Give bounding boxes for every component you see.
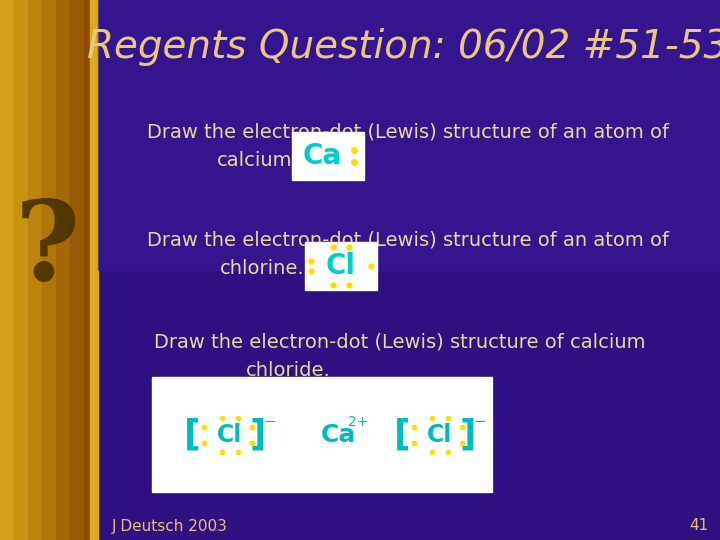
Bar <box>90 0 98 540</box>
Text: ]: ] <box>250 418 266 452</box>
Bar <box>42 0 56 540</box>
Text: Regents Question: 06/02 #51-53: Regents Question: 06/02 #51-53 <box>87 28 720 66</box>
Bar <box>14 0 28 540</box>
Text: Cl: Cl <box>217 423 243 447</box>
Text: −: − <box>264 414 276 429</box>
Bar <box>28 0 42 540</box>
Text: 2+: 2+ <box>348 415 368 429</box>
Text: ?: ? <box>14 197 80 303</box>
Bar <box>98 0 720 270</box>
Bar <box>56 0 70 540</box>
Bar <box>152 377 492 492</box>
Text: J Deutsch 2003: J Deutsch 2003 <box>112 518 228 534</box>
Text: Cl: Cl <box>427 423 453 447</box>
Bar <box>98 0 720 540</box>
Text: −: − <box>474 414 487 429</box>
Text: chlorine.: chlorine. <box>220 259 305 278</box>
Text: Cl: Cl <box>326 252 356 280</box>
Text: 41: 41 <box>689 518 708 534</box>
Text: [: [ <box>394 418 410 452</box>
Text: chloride.: chloride. <box>246 361 330 380</box>
Text: calcium.: calcium. <box>217 151 299 170</box>
Bar <box>84 0 98 540</box>
Text: [: [ <box>184 418 200 452</box>
Bar <box>292 132 364 180</box>
Bar <box>70 0 84 540</box>
Bar <box>305 242 377 290</box>
Text: Draw the electron-dot (Lewis) structure of an atom of: Draw the electron-dot (Lewis) structure … <box>147 123 669 141</box>
Text: Draw the electron-dot (Lewis) structure of calcium: Draw the electron-dot (Lewis) structure … <box>154 333 646 352</box>
Text: Ca: Ca <box>302 142 341 170</box>
Text: Draw the electron-dot (Lewis) structure of an atom of: Draw the electron-dot (Lewis) structure … <box>147 231 669 249</box>
Text: ]: ] <box>460 418 476 452</box>
Text: Ca: Ca <box>320 423 356 447</box>
Bar <box>0 0 14 540</box>
